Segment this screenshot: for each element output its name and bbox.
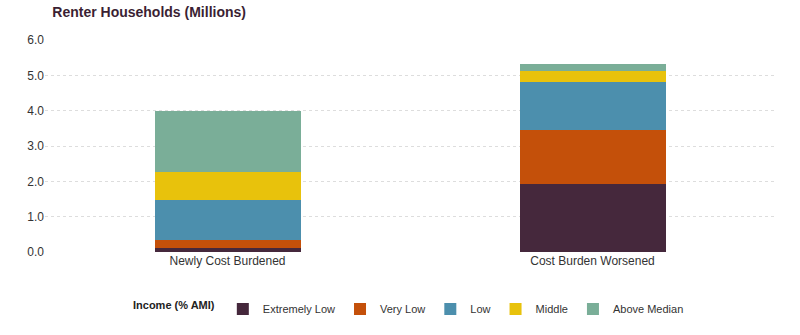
svg-text:Cost Burden Worsened: Cost Burden Worsened (530, 254, 655, 268)
svg-text:2.0: 2.0 (27, 175, 44, 189)
svg-text:Renter Households (Millions): Renter Households (Millions) (52, 4, 246, 20)
svg-text:5.0: 5.0 (27, 69, 44, 83)
svg-text:Low: Low (470, 303, 490, 315)
svg-text:Very Low: Very Low (380, 303, 425, 315)
svg-text:Middle: Middle (536, 303, 568, 315)
svg-text:Newly Cost Burdened: Newly Cost Burdened (169, 254, 285, 268)
svg-text:0.0: 0.0 (27, 245, 44, 259)
svg-text:Income (% AMI): Income (% AMI) (133, 299, 215, 311)
svg-text:Above Median: Above Median (613, 303, 683, 315)
svg-text:Extremely Low: Extremely Low (263, 303, 335, 315)
svg-text:6.0: 6.0 (27, 33, 44, 47)
svg-text:4.0: 4.0 (27, 104, 44, 118)
svg-text:1.0: 1.0 (27, 210, 44, 224)
svg-text:3.0: 3.0 (27, 139, 44, 153)
